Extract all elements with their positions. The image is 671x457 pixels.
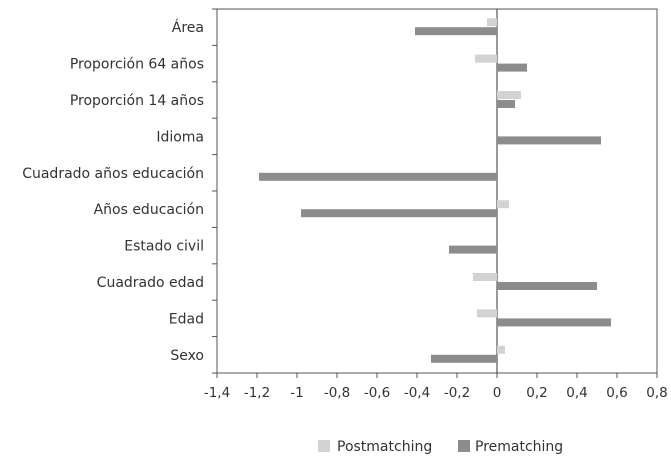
bar-prematching: [497, 63, 527, 72]
x-tick-label: -1,4: [204, 385, 230, 401]
bar-prematching: [497, 136, 601, 145]
x-tick-label: 0,8: [646, 385, 667, 401]
bar-prematching: [497, 318, 611, 327]
x-tick-label: 0,2: [526, 385, 547, 401]
category-label: Proporción 14 años: [70, 93, 204, 109]
bar-prematching: [497, 100, 515, 108]
bar-postmatching: [497, 200, 509, 209]
category-labels: Área Proporción 64 años Proporción 14 años…: [22, 19, 204, 364]
legend: Postmatching Prematching: [318, 439, 563, 455]
bar-postmatching: [487, 18, 497, 27]
category-label: Estado civil: [124, 239, 204, 255]
x-tick-label: 0: [493, 385, 502, 401]
category-label: Cuadrado años educación: [22, 166, 204, 182]
x-tick-label: -1: [290, 385, 303, 401]
x-tick-label: 0,4: [566, 385, 587, 401]
bar-postmatching: [475, 54, 497, 63]
x-tick-label: -0,6: [364, 385, 390, 401]
category-label: Cuadrado edad: [97, 275, 204, 291]
bar-prematching: [415, 27, 497, 36]
bar-prematching: [301, 209, 497, 218]
category-label: Proporción 64 años: [70, 57, 204, 73]
bar-prematching: [259, 172, 497, 181]
x-tick-label: -0,4: [404, 385, 430, 401]
category-label: Área: [172, 19, 204, 36]
x-axis: -1,4 -1,2 -1 -0,8 -0,6 -0,4 -0,2 0 0,2 0,4 0,6 0,8: [204, 373, 668, 401]
legend-swatch-prematching: [458, 440, 470, 452]
category-label: Idioma: [156, 129, 204, 145]
x-tick-label: -1,2: [244, 385, 270, 401]
x-tick-label: 0,6: [606, 385, 627, 401]
legend-swatch-postmatching: [318, 440, 330, 452]
category-label: Sexo: [170, 348, 204, 364]
x-tick-label: -0,8: [324, 385, 350, 401]
bar-prematching: [431, 354, 497, 363]
bar-prematching: [449, 245, 497, 254]
bar-prematching: [497, 282, 597, 290]
bar-postmatching: [497, 345, 505, 354]
bar-postmatching: [473, 273, 497, 281]
legend-label-postmatching: Postmatching: [337, 439, 432, 455]
bar-postmatching: [497, 91, 521, 99]
category-label: Años educación: [94, 202, 204, 218]
legend-label-prematching: Prematching: [475, 439, 563, 455]
category-label: Edad: [169, 311, 204, 327]
x-tick-label: -0,2: [444, 385, 470, 401]
bar-postmatching: [477, 309, 497, 318]
bars: [259, 18, 611, 363]
